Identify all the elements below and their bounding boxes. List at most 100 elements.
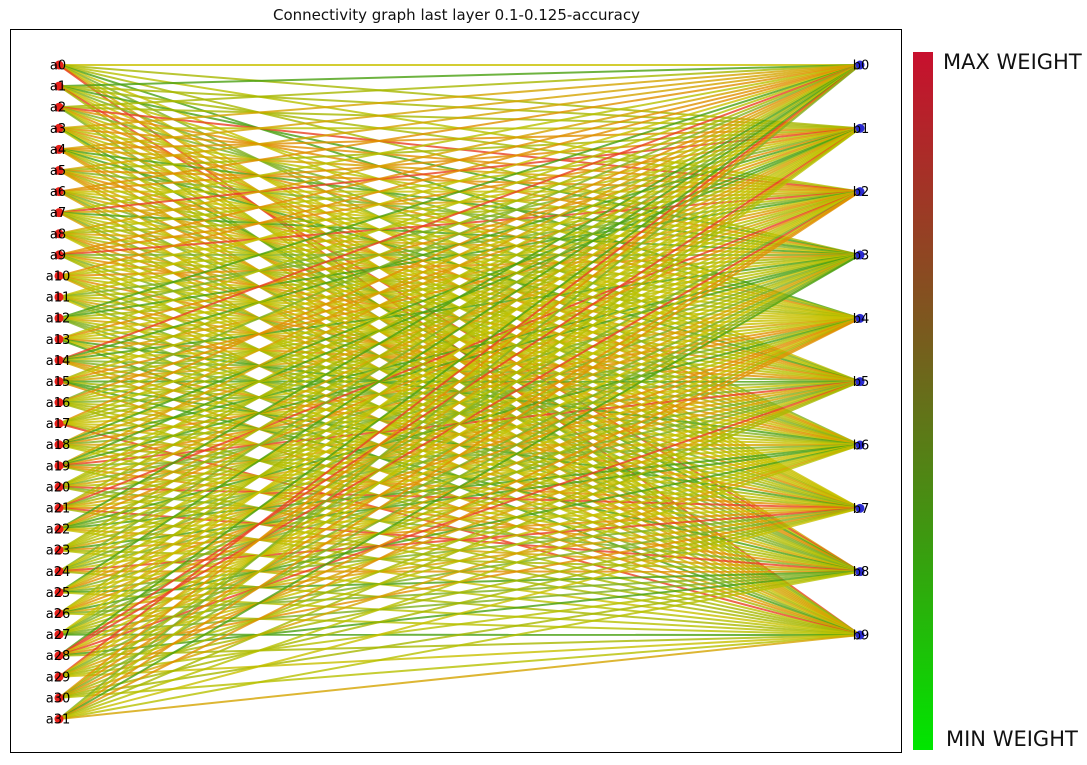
node-label-b1: b1 [853,122,870,137]
node-a28 [54,651,64,661]
edge-a30-b3 [58,254,861,699]
node-a3 [54,123,64,133]
node-b3 [855,250,865,260]
node-a11 [54,292,64,302]
edge-a30-b9 [58,634,861,699]
edge-a29-b2 [58,190,861,678]
edge-a12-b0 [58,64,861,320]
node-label-a7: a7 [50,206,66,221]
node-label-a2: a2 [50,101,66,116]
weight-colorbar [913,52,933,750]
node-a29 [54,672,64,682]
edge-a29-b6 [58,444,861,678]
node-a23 [54,545,64,555]
edge-a23-b0 [58,64,861,552]
node-label-a21: a21 [46,502,71,517]
edge-a30-b4 [58,317,861,699]
edge-a11-b0 [58,64,861,299]
edge-a22-b0 [58,64,861,530]
node-label-b5: b5 [853,375,870,390]
node-label-b4: b4 [853,312,870,327]
node-a18 [54,440,64,450]
node-b1 [855,123,865,133]
edge-a24-b0 [58,64,861,573]
node-label-a24: a24 [46,565,71,580]
edge-a3-b0 [58,64,861,130]
node-label-a8: a8 [50,227,66,242]
edge-a27-b0 [58,64,861,636]
edge-a29-b3 [58,254,861,678]
edge-a31-b9 [58,634,861,720]
edge-layer [58,64,861,720]
node-a0 [54,60,64,70]
node-a20 [54,482,64,492]
edge-a31-b8 [58,570,861,720]
node-b8 [855,567,865,577]
edge-a29-b1 [58,127,861,678]
node-label-a20: a20 [46,480,71,495]
node-a8 [54,229,64,239]
node-a24 [54,566,64,576]
node-a16 [54,398,64,408]
min-weight-label: MIN WEIGHT [946,727,1078,751]
node-b9 [855,630,865,640]
edge-a30-b5 [58,380,861,699]
node-a22 [54,524,64,534]
edge-a30-b8 [58,570,861,699]
node-a7 [54,208,64,218]
node-a1 [54,81,64,91]
edge-a4-b0 [58,64,861,151]
node-a12 [54,313,64,323]
node-label-a30: a30 [46,691,71,706]
edge-a2-b0 [58,64,861,109]
node-label-a10: a10 [46,269,71,284]
node-label-a16: a16 [46,396,71,411]
edge-a6-b0 [58,64,861,193]
edge-a29-b8 [58,570,861,678]
edge-a29-b9 [58,634,861,678]
edge-a17-b0 [58,64,861,425]
node-a9 [54,250,64,260]
edge-a29-b0 [58,64,861,678]
graph-frame [10,29,902,753]
edge-a9-b0 [58,64,861,256]
node-a14 [54,355,64,365]
node-a10 [54,271,64,281]
node-a25 [54,587,64,597]
max-weight-label: MAX WEIGHT [943,50,1082,74]
edge-a30-b2 [58,190,861,699]
node-label-a25: a25 [46,586,71,601]
node-label-a27: a27 [46,628,71,643]
node-a30 [54,693,64,703]
node-label-b6: b6 [853,439,870,454]
edge-a31-b0 [58,64,861,720]
node-a13 [54,334,64,344]
edge-a25-b0 [58,64,861,594]
edge-a31-b7 [58,507,861,720]
node-label-a29: a29 [46,670,71,685]
node-label-a4: a4 [50,143,66,158]
node-label-b0: b0 [853,59,870,74]
node-label-a22: a22 [46,523,71,538]
node-label-a9: a9 [50,248,66,263]
edge-a31-b6 [58,444,861,720]
edge-a7-b0 [58,64,861,214]
node-label-b7: b7 [853,502,870,517]
node-label-b9: b9 [853,629,870,644]
node-a31 [54,714,64,724]
edge-a31-b4 [58,317,861,720]
edge-a14-b0 [58,64,861,362]
graph-title: Connectivity graph last layer 0.1-0.125-… [273,6,640,24]
edge-a10-b0 [58,64,861,277]
edge-a31-b3 [58,254,861,720]
edge-a26-b0 [58,64,861,615]
node-a27 [54,630,64,640]
node-b0 [855,60,865,70]
edge-a15-b0 [58,64,861,383]
node-label-a15: a15 [46,375,71,390]
node-a2 [54,102,64,112]
edge-a16-b0 [58,64,861,404]
edge-a31-b1 [58,127,861,720]
node-label-a18: a18 [46,438,71,453]
